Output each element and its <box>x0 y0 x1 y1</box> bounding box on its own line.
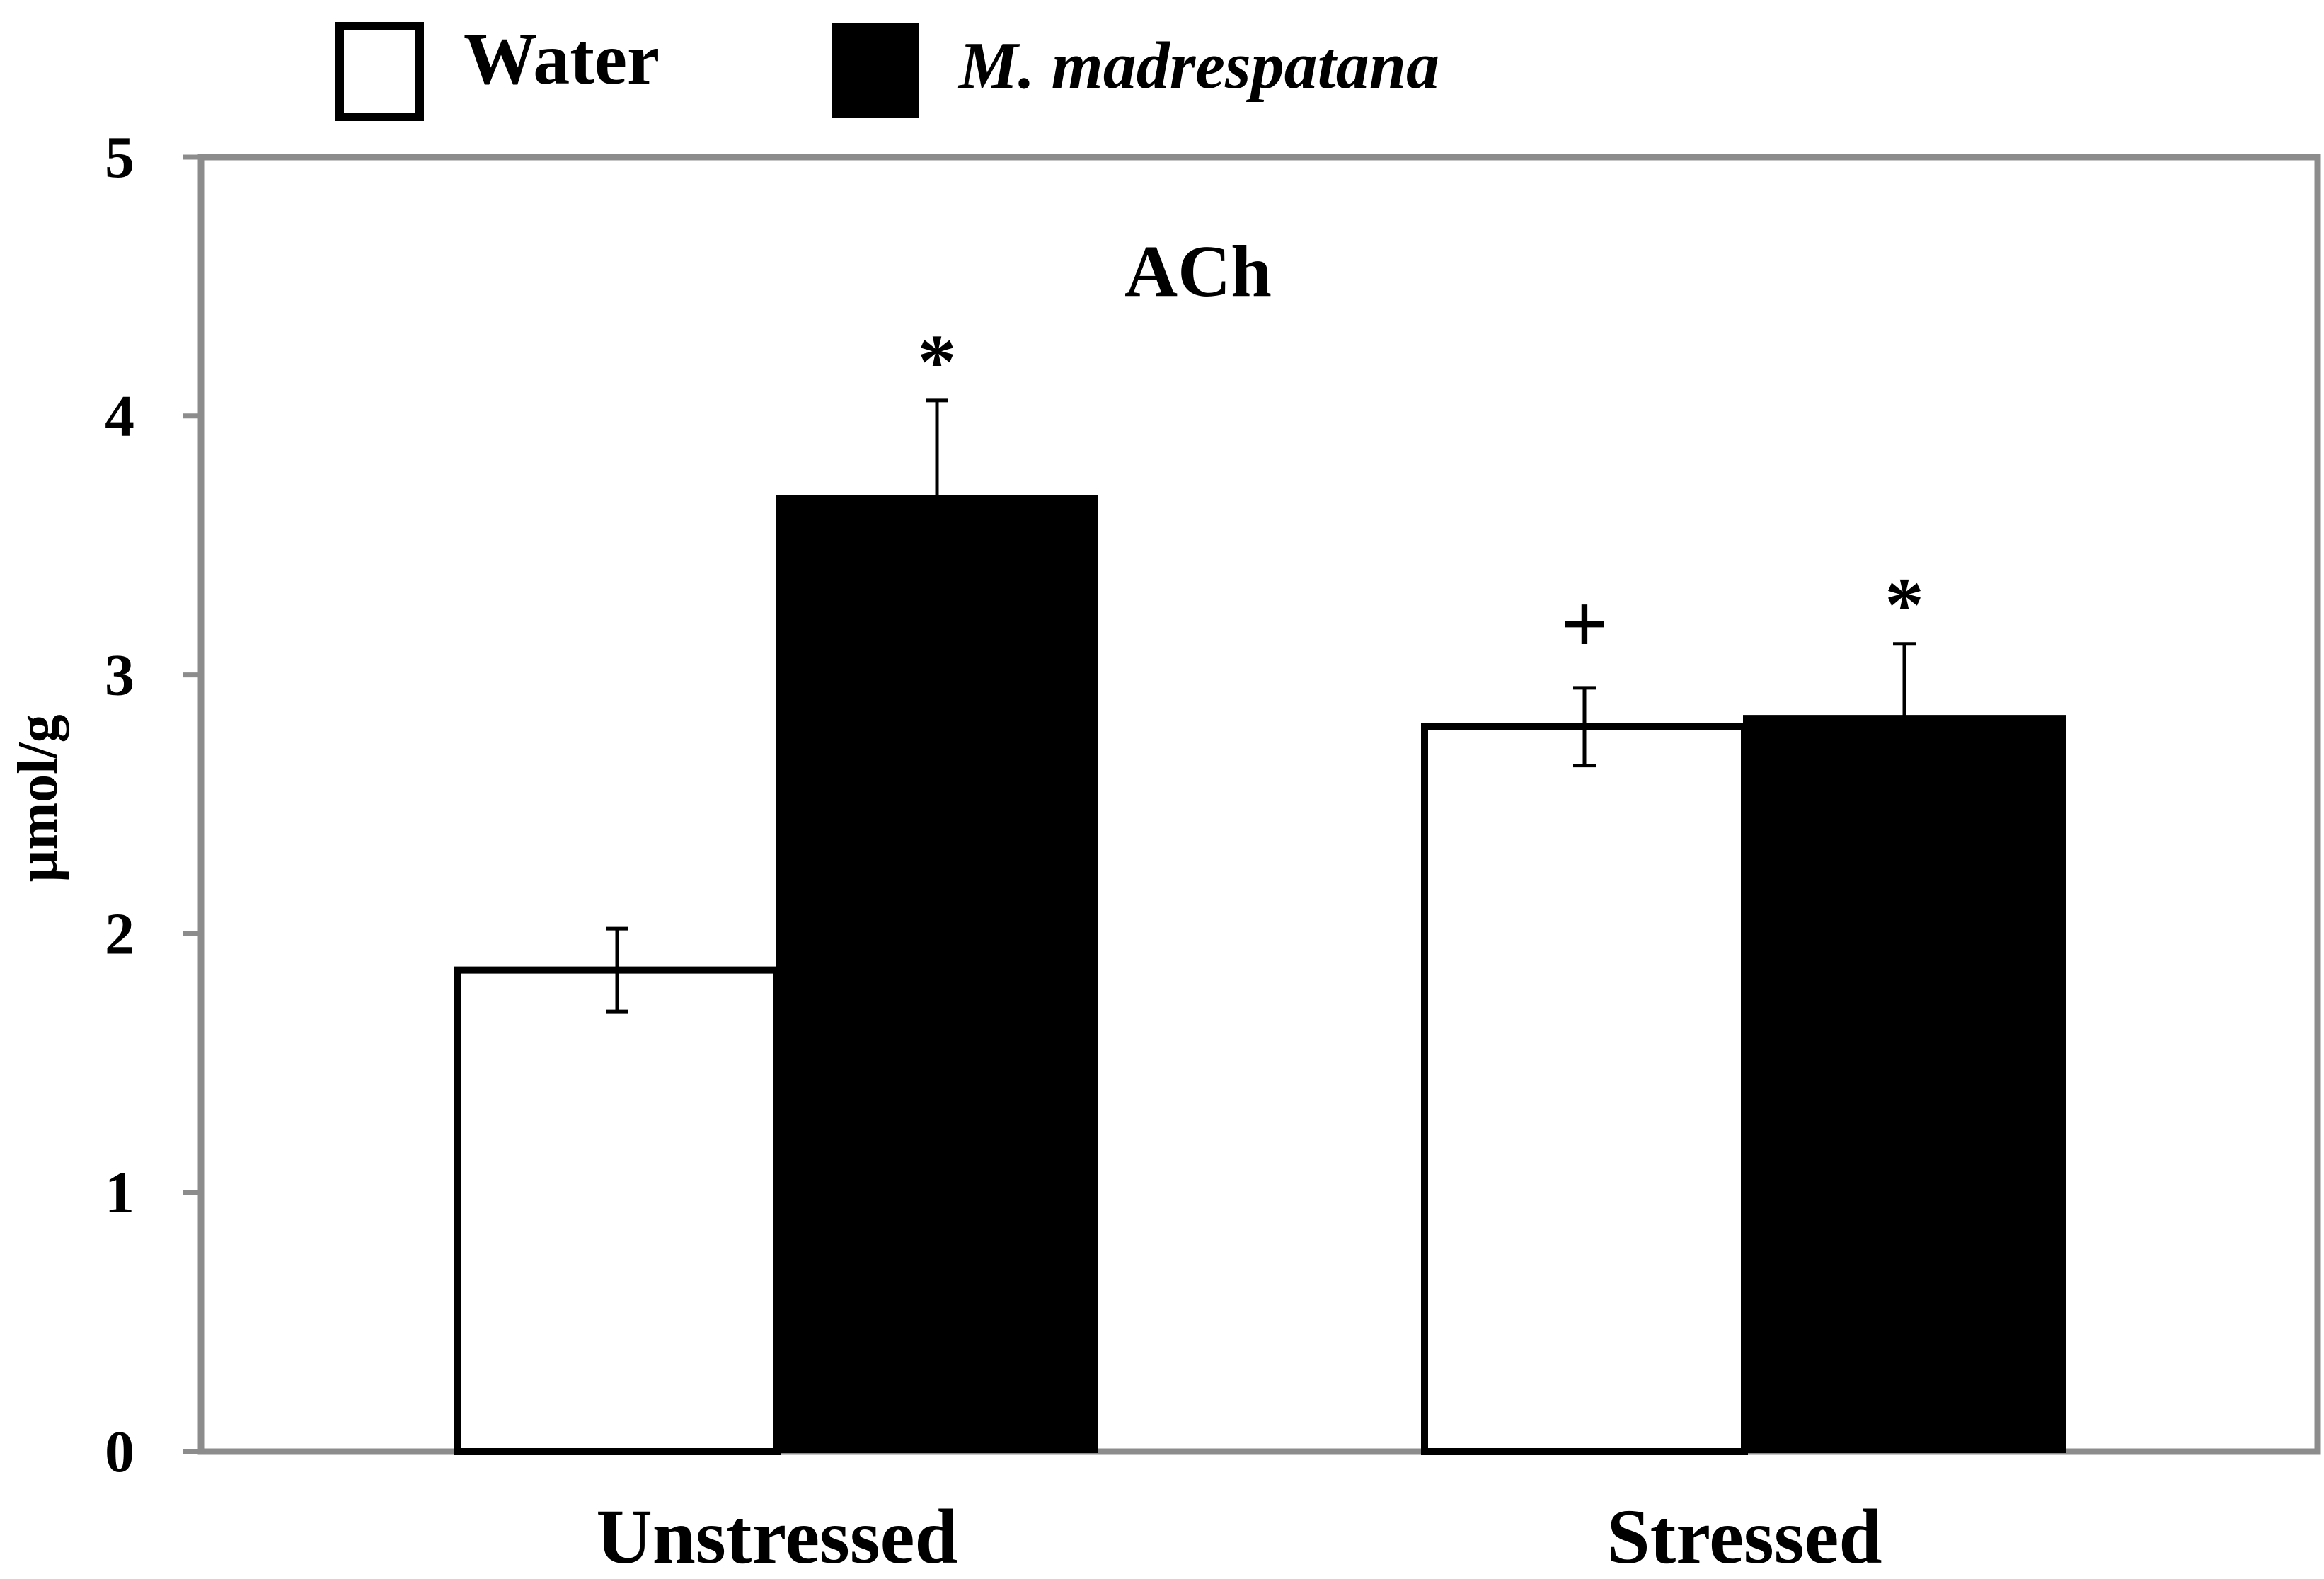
bar-water-stressed <box>1421 723 1748 1455</box>
bar-m-madrespatana-stressed <box>1743 715 2066 1453</box>
x-category-label: Stressed <box>1606 1493 1882 1579</box>
y-tick-label: 4 <box>105 384 134 449</box>
y-tick-label: 2 <box>105 901 134 967</box>
x-axis: Unstressed Stressed <box>596 1493 1882 1579</box>
legend-label-water: Water <box>464 18 660 100</box>
legend-label-madrespatana: M. madrespatana <box>957 29 1439 103</box>
y-tick-label: 0 <box>105 1419 134 1485</box>
legend-swatch-madrespatana <box>832 23 919 118</box>
y-tick-label: 5 <box>105 125 134 190</box>
significance-plus-marker: + <box>1560 577 1609 671</box>
legend: Water M. madrespatana <box>335 18 1439 121</box>
x-category-label: Unstressed <box>596 1493 957 1579</box>
y-axis: 0 1 2 3 4 5 <box>105 125 201 1485</box>
significance-asterisk-marker: * <box>1885 562 1924 648</box>
bar-m-madrespatana-unstressed <box>776 495 1098 1453</box>
legend-swatch-water <box>335 22 424 121</box>
bars: + * * <box>454 318 2066 1456</box>
significance-asterisk-marker: * <box>918 318 957 405</box>
y-axis-label: µmol/g <box>7 714 69 882</box>
bar-water-unstressed <box>454 966 781 1456</box>
y-tick-label: 3 <box>105 643 134 708</box>
y-tick-label: 1 <box>105 1160 134 1226</box>
chart-title: ACh <box>1124 231 1272 312</box>
